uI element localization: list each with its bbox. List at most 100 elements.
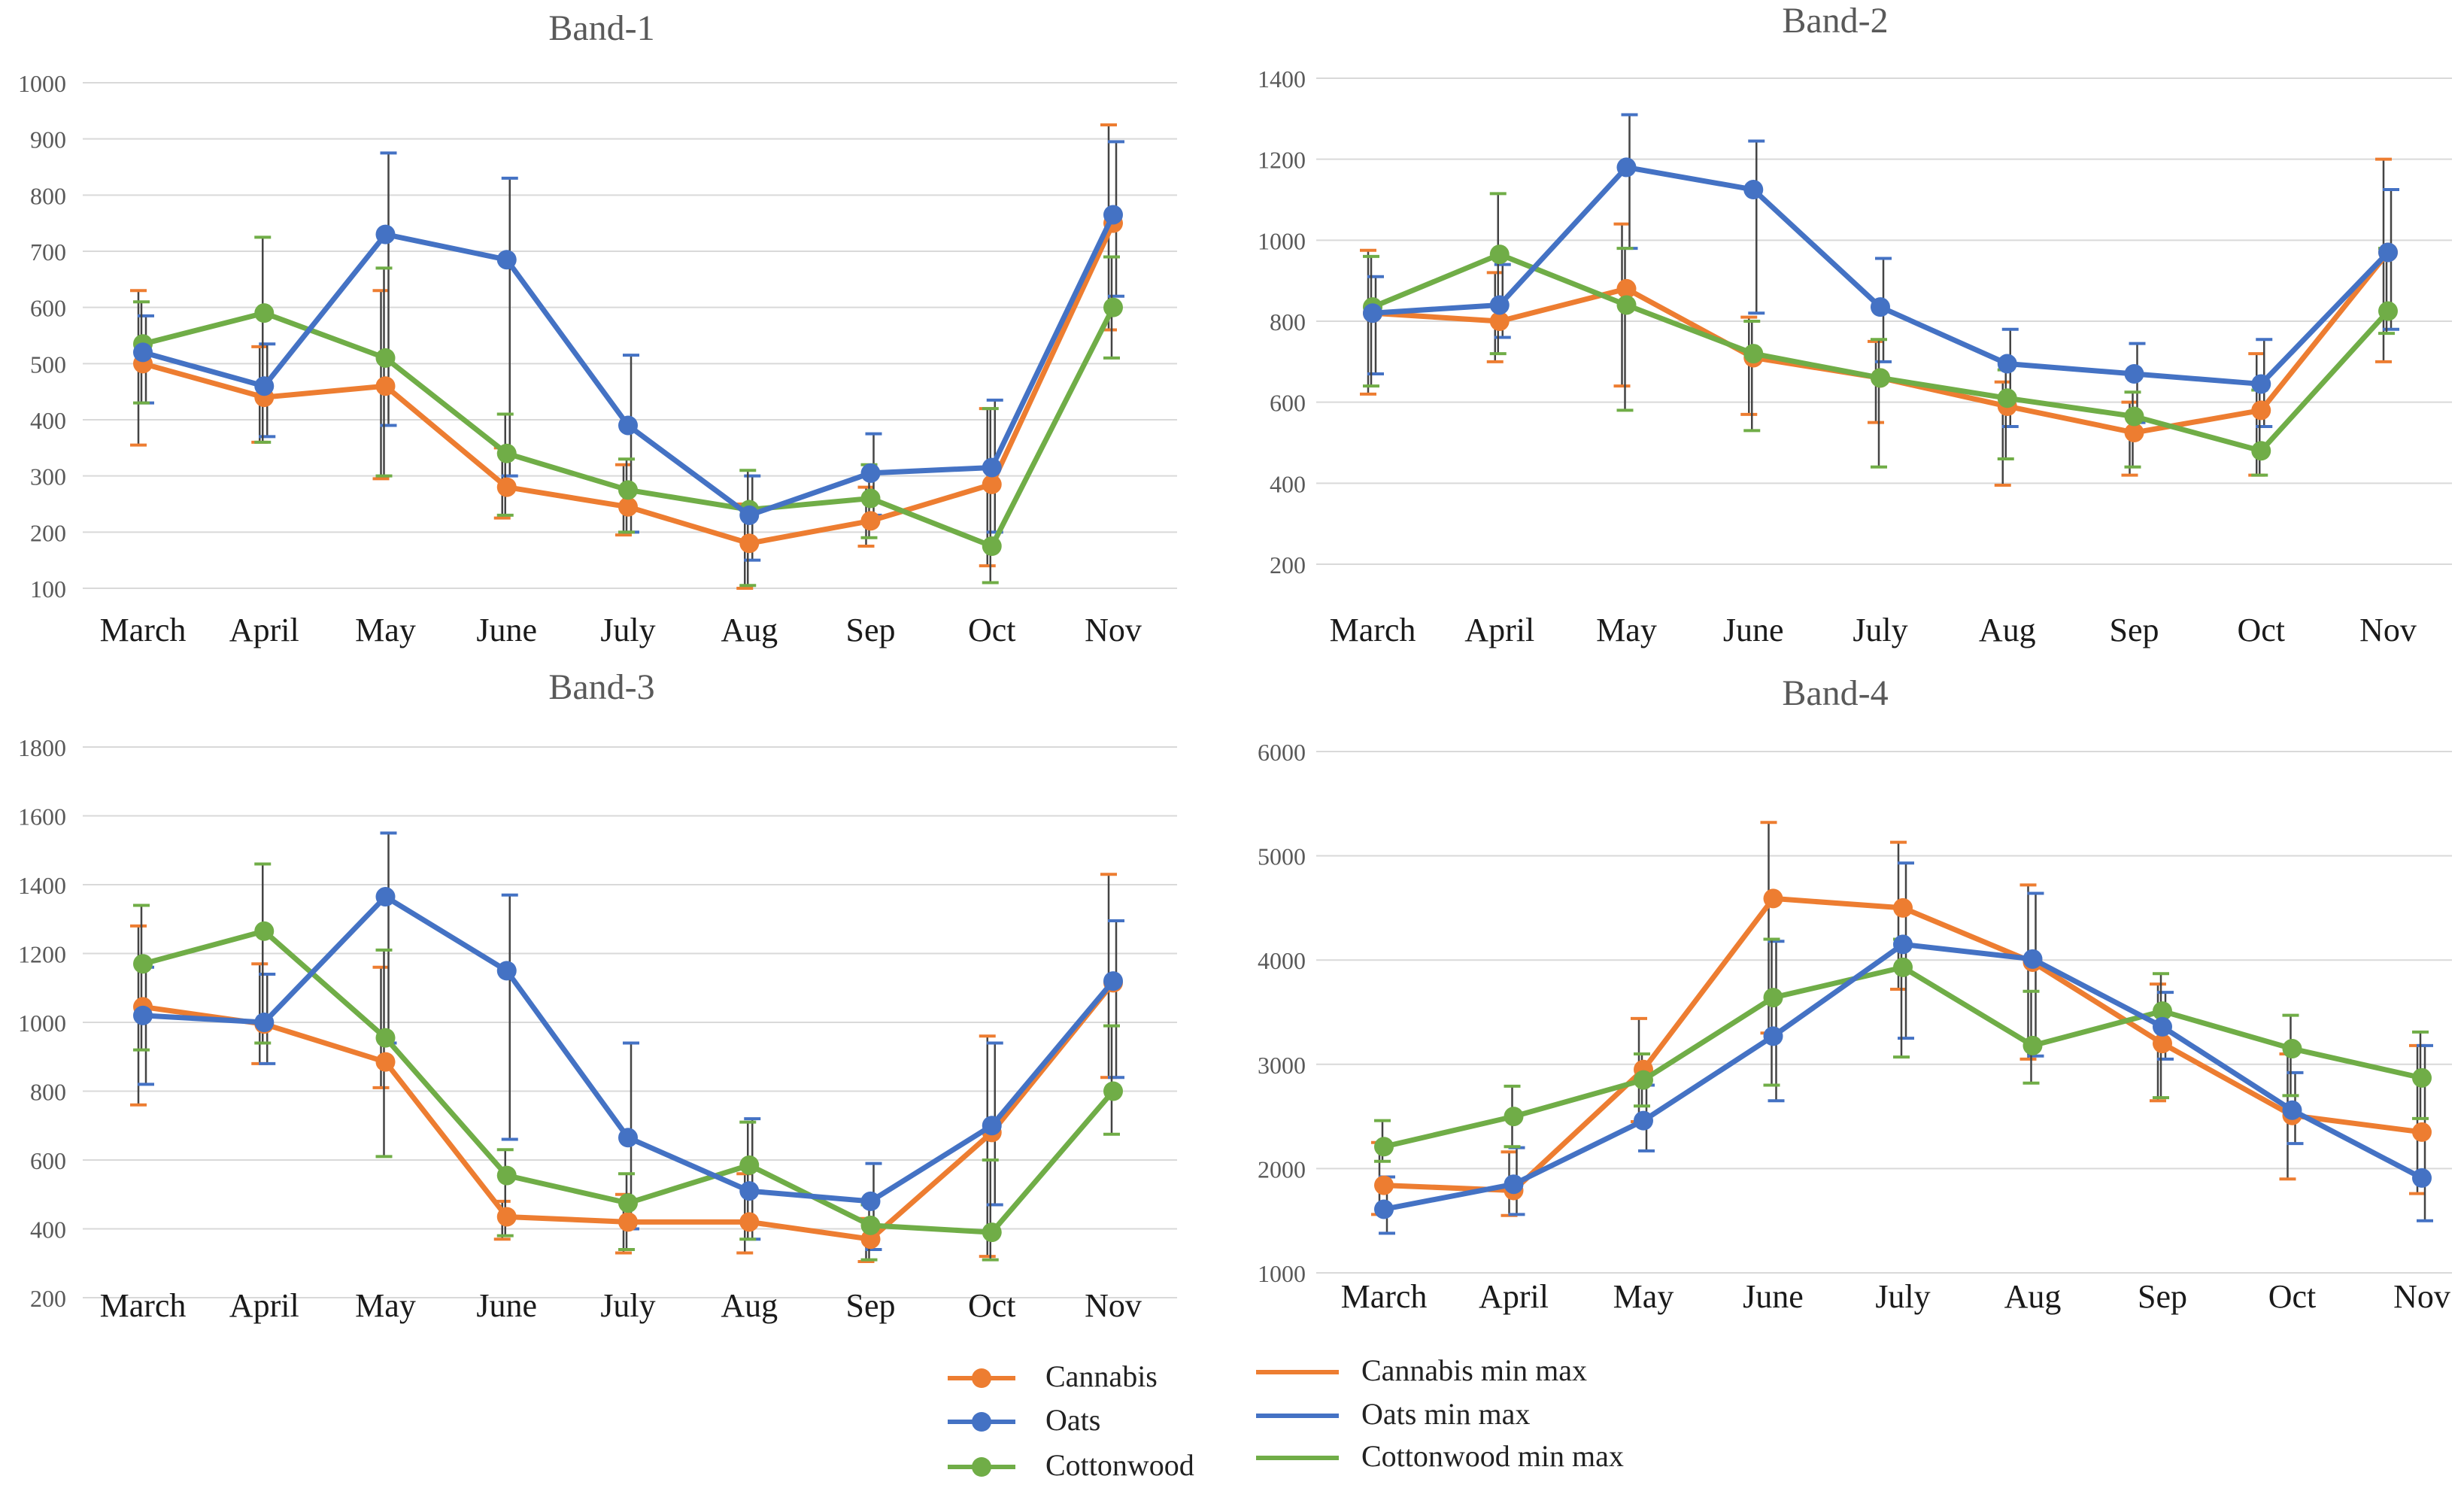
x-tick-label: July: [600, 612, 655, 648]
data-point-oats: [1616, 157, 1637, 178]
data-point-cottonwood: [2022, 1035, 2043, 1055]
data-point-cottonwood: [496, 443, 517, 463]
data-point-cottonwood: [2153, 1001, 2172, 1022]
data-point-oats: [1743, 180, 1764, 200]
y-tick-label: 300: [30, 463, 66, 490]
x-tick-label: Oct: [2237, 612, 2285, 648]
data-point-cottonwood: [1489, 244, 1510, 265]
data-point-oats: [739, 505, 760, 525]
series-line-oats: [1372, 164, 2390, 387]
data-point-oats: [375, 887, 396, 907]
data-point-cannabis: [496, 477, 517, 497]
data-point-cottonwood: [1616, 295, 1637, 315]
x-tick-label: Nov: [2359, 612, 2417, 648]
data-point-cottonwood: [618, 1193, 638, 1213]
y-tick-label: 600: [30, 295, 66, 322]
data-point-cottonwood: [375, 1028, 396, 1048]
data-point-cottonwood: [1374, 1137, 1394, 1157]
data-point-cottonwood: [1634, 1070, 1653, 1090]
x-tick-label: Oct: [968, 612, 1016, 648]
data-point-oats: [618, 415, 638, 436]
legend-line-cottonwood-minmax: [1256, 1456, 1339, 1460]
data-point-oats: [2378, 242, 2398, 263]
data-point-cottonwood: [860, 1215, 881, 1235]
data-point-oats: [375, 224, 396, 244]
legend-marker-cottonwood: [948, 1457, 1015, 1477]
data-point-oats: [739, 1181, 760, 1201]
x-tick-label: June: [476, 612, 537, 648]
data-point-oats: [2282, 1100, 2302, 1120]
data-point-oats: [2412, 1168, 2432, 1188]
data-point-cannabis: [375, 1052, 396, 1072]
x-tick-label: Aug: [2004, 1278, 2062, 1315]
series-line-cottonwood: [142, 928, 1115, 1235]
data-point-oats: [2124, 363, 2144, 384]
data-point-cottonwood: [1103, 1081, 1123, 1101]
data-point-cannabis: [618, 497, 638, 517]
y-tick-label: 1000: [18, 1010, 66, 1037]
x-tick-label: May: [355, 612, 416, 648]
data-point-cannabis: [1763, 888, 1783, 909]
data-point-cannabis: [2412, 1122, 2432, 1142]
y-tick-label: 200: [30, 519, 66, 546]
x-tick-label: May: [1596, 612, 1657, 648]
x-tick-label: Aug: [721, 1287, 778, 1324]
legend-line-cannabis-minmax: [1256, 1370, 1339, 1374]
data-point-cottonwood: [982, 536, 1002, 556]
error-bars-oats: [138, 831, 1124, 1251]
data-point-oats: [982, 457, 1002, 478]
error-bars-cottonwood: [1363, 192, 2395, 477]
chart-title: Band-1: [548, 8, 655, 48]
legend-label: Oats min max: [1361, 1397, 1531, 1431]
error-bars-oats: [1379, 861, 2433, 1235]
data-point-oats: [1634, 1110, 1653, 1131]
y-tick-label: 800: [1270, 308, 1306, 336]
data-point-oats: [2251, 374, 2271, 394]
y-tick-label: 2000: [1258, 1155, 1306, 1183]
data-point-cottonwood: [133, 954, 153, 974]
x-tick-label: Nov: [1085, 1287, 1142, 1324]
data-point-cannabis: [1374, 1175, 1394, 1195]
y-tick-label: 400: [30, 407, 66, 434]
x-tick-label: Nov: [2393, 1278, 2450, 1315]
data-point-cannabis: [860, 511, 881, 531]
y-tick-label: 1800: [18, 734, 66, 761]
data-point-oats: [2153, 1016, 2172, 1037]
x-tick-label: Aug: [1979, 612, 2036, 648]
data-point-cannabis: [860, 1229, 881, 1250]
chart-title: Band-2: [1782, 1, 1889, 41]
x-tick-label: July: [1853, 612, 1907, 648]
x-tick-label: July: [600, 1287, 655, 1324]
data-point-cottonwood: [1893, 957, 1913, 977]
data-point-oats: [133, 1005, 153, 1025]
x-tick-label: May: [355, 1287, 416, 1324]
data-point-cannabis: [982, 474, 1002, 494]
data-point-cottonwood: [618, 480, 638, 500]
x-tick-label: April: [229, 1287, 299, 1324]
data-point-oats: [1763, 1026, 1783, 1046]
data-point-cottonwood: [1997, 388, 2017, 408]
data-point-cottonwood: [982, 1222, 1002, 1243]
legend-label: Cannabis min max: [1361, 1353, 1587, 1387]
legend-label: Cannabis: [1045, 1359, 1158, 1393]
chart-title: Band-3: [548, 667, 655, 707]
y-tick-label: 1200: [18, 941, 66, 968]
data-point-oats: [1103, 971, 1123, 991]
data-point-cottonwood: [254, 921, 275, 941]
y-tick-label: 4000: [1258, 947, 1306, 974]
y-tick-label: 1600: [18, 803, 66, 831]
legend-marker-cannabis: [948, 1368, 1015, 1388]
y-tick-label: 900: [30, 126, 66, 153]
y-tick-label: 1200: [1258, 147, 1306, 174]
x-tick-label: June: [1723, 612, 1784, 648]
data-point-oats: [496, 250, 517, 270]
legend-line-oats-minmax: [1256, 1414, 1339, 1418]
data-point-cannabis: [1616, 278, 1637, 299]
data-point-cottonwood: [375, 348, 396, 368]
data-point-oats: [1489, 295, 1510, 315]
legend-label: Cottonwood: [1045, 1448, 1194, 1482]
x-tick-label: May: [1613, 1278, 1674, 1315]
data-point-cannabis: [375, 376, 396, 396]
y-tick-label: 5000: [1258, 843, 1306, 870]
